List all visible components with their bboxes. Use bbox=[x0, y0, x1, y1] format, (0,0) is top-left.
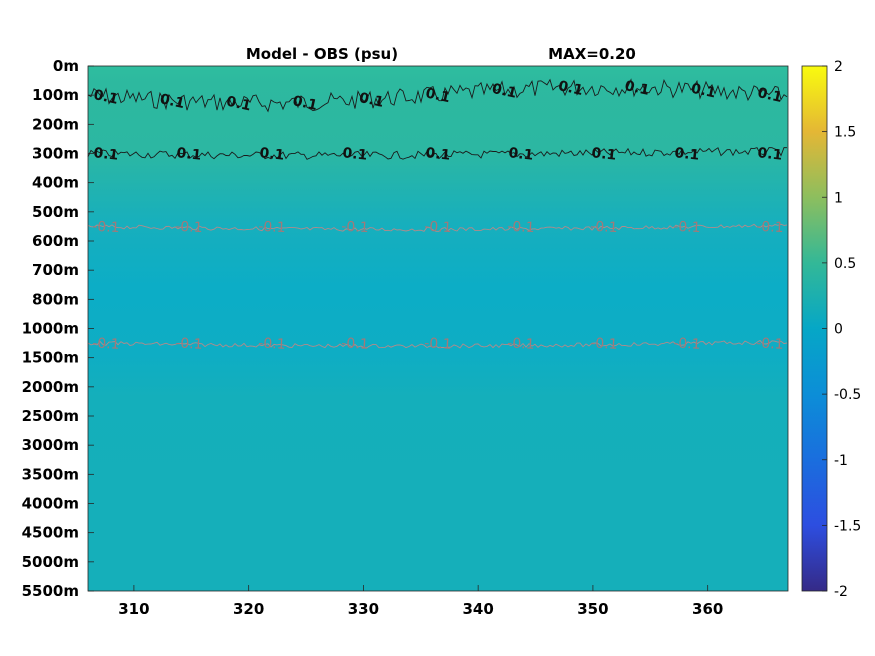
colorbar-tick-label: -2 bbox=[834, 584, 848, 600]
contour-label: -0.1 bbox=[341, 335, 369, 352]
y-tick-label: 5500m bbox=[22, 582, 79, 600]
contour-label: -0.1 bbox=[258, 335, 286, 352]
contour-lines: 0.1 0.1 0.1 0.1 0.1 0.1 0.1 0.1 0.1 0.1 0.1 0.1 0.1 0… bbox=[87, 78, 788, 353]
contour-label: 0.1 bbox=[508, 145, 534, 164]
y-tick-label: 600m bbox=[32, 232, 79, 250]
y-tick-label: 4000m bbox=[22, 495, 79, 513]
contour-label: -0.1 bbox=[175, 335, 203, 352]
contour-label: 0.1 bbox=[591, 145, 617, 164]
y-tick-label: 0m bbox=[53, 57, 79, 75]
x-tick-label: 340 bbox=[463, 600, 494, 618]
x-tick-label: 330 bbox=[348, 600, 379, 618]
contour-label: 0.1 bbox=[93, 145, 119, 164]
contour-label: 0.1 bbox=[424, 85, 452, 106]
contour-label: 0.1 bbox=[674, 145, 700, 164]
y-tick-label: 800m bbox=[32, 290, 79, 308]
contour-label: -0.1 bbox=[590, 335, 618, 352]
colorbar-tick-label: -1.5 bbox=[834, 518, 861, 534]
contour-label: -0.1 bbox=[590, 219, 618, 236]
colorbar-tick-label: 1 bbox=[834, 190, 843, 206]
contour-label: -0.1 bbox=[756, 219, 784, 236]
contour-label: 0.1 bbox=[291, 93, 319, 114]
contour-line bbox=[87, 78, 788, 113]
contour-label: -0.1 bbox=[507, 219, 535, 236]
contour-label: -0.1 bbox=[424, 219, 452, 236]
y-tick-label: 2000m bbox=[22, 378, 79, 396]
y-tick-label: 2500m bbox=[22, 407, 79, 425]
contour-label: -0.1 bbox=[92, 335, 120, 352]
x-tick-label: 350 bbox=[577, 600, 608, 618]
contour-line bbox=[87, 147, 788, 160]
y-tick-label: 200m bbox=[32, 115, 79, 133]
y-tick-label: 400m bbox=[32, 174, 79, 192]
contour-label: 0.1 bbox=[259, 145, 285, 164]
y-tick-label: 500m bbox=[32, 203, 79, 221]
contour-label: 0.1 bbox=[158, 91, 186, 112]
y-axis: 0m 100m 200m 300m 400m 500m 600m 700m 800m 1000m 1… bbox=[22, 57, 94, 600]
contour-label: -0.1 bbox=[507, 335, 535, 352]
chart-title: Model - OBS (psu) bbox=[246, 45, 398, 63]
contour-label: 0.1 bbox=[225, 94, 253, 115]
colorbar-tick-label: -0.5 bbox=[834, 387, 861, 403]
y-tick-label: 3000m bbox=[22, 436, 79, 454]
contour-label: 0.1 bbox=[690, 81, 718, 102]
max-annotation: MAX=0.20 bbox=[548, 45, 636, 63]
contour-label: -0.1 bbox=[756, 335, 784, 352]
colorbar-tick-label: 1.5 bbox=[834, 125, 856, 141]
contour-label: 0.1 bbox=[425, 145, 451, 164]
contour-label: -0.1 bbox=[424, 335, 452, 352]
y-tick-label: 1000m bbox=[22, 320, 79, 338]
contour-label: 0.1 bbox=[623, 78, 651, 99]
plot-area bbox=[88, 66, 788, 591]
contour-line bbox=[87, 339, 788, 349]
colorbar-tick-label: -1 bbox=[834, 453, 848, 469]
y-tick-label: 100m bbox=[32, 86, 79, 104]
y-tick-label: 3500m bbox=[22, 465, 79, 483]
x-tick-label: 310 bbox=[118, 600, 149, 618]
contour-label: 0.1 bbox=[756, 85, 784, 106]
x-tick-label: 360 bbox=[692, 600, 723, 618]
y-tick-label: 700m bbox=[32, 261, 79, 279]
x-axis: 310 320 330 340 350 360 bbox=[118, 585, 723, 618]
colorbar-tick-label: 0 bbox=[834, 322, 843, 338]
contour-label: -0.1 bbox=[673, 219, 701, 236]
colorbar-tick-label: 2 bbox=[834, 59, 843, 75]
contour-label: 0.1 bbox=[757, 145, 783, 164]
contour-label: 0.1 bbox=[176, 145, 202, 164]
contour-label: -0.1 bbox=[175, 219, 203, 236]
y-tick-label: 300m bbox=[32, 145, 79, 163]
contour-label: -0.1 bbox=[673, 335, 701, 352]
contour-label: 0.1 bbox=[92, 87, 120, 108]
contour-line bbox=[87, 223, 788, 232]
y-tick-label: 1500m bbox=[22, 349, 79, 367]
contour-label: 0.1 bbox=[342, 145, 368, 164]
contour-label: 0.1 bbox=[557, 78, 585, 99]
contour-label: -0.1 bbox=[258, 219, 286, 236]
colorbar-tick-label: 0.5 bbox=[834, 256, 856, 272]
x-tick-label: 320 bbox=[233, 600, 264, 618]
contour-label: -0.1 bbox=[341, 219, 369, 236]
y-tick-label: 4500m bbox=[22, 524, 79, 542]
contour-label: 0.1 bbox=[490, 81, 518, 102]
y-tick-label: 5000m bbox=[22, 553, 79, 571]
contour-label: 0.1 bbox=[358, 90, 386, 111]
colorbar-axis: 2 1.5 1 0.5 0 -0.5 -1 -1.5 -2 bbox=[822, 59, 861, 600]
contour-label: -0.1 bbox=[92, 219, 120, 236]
